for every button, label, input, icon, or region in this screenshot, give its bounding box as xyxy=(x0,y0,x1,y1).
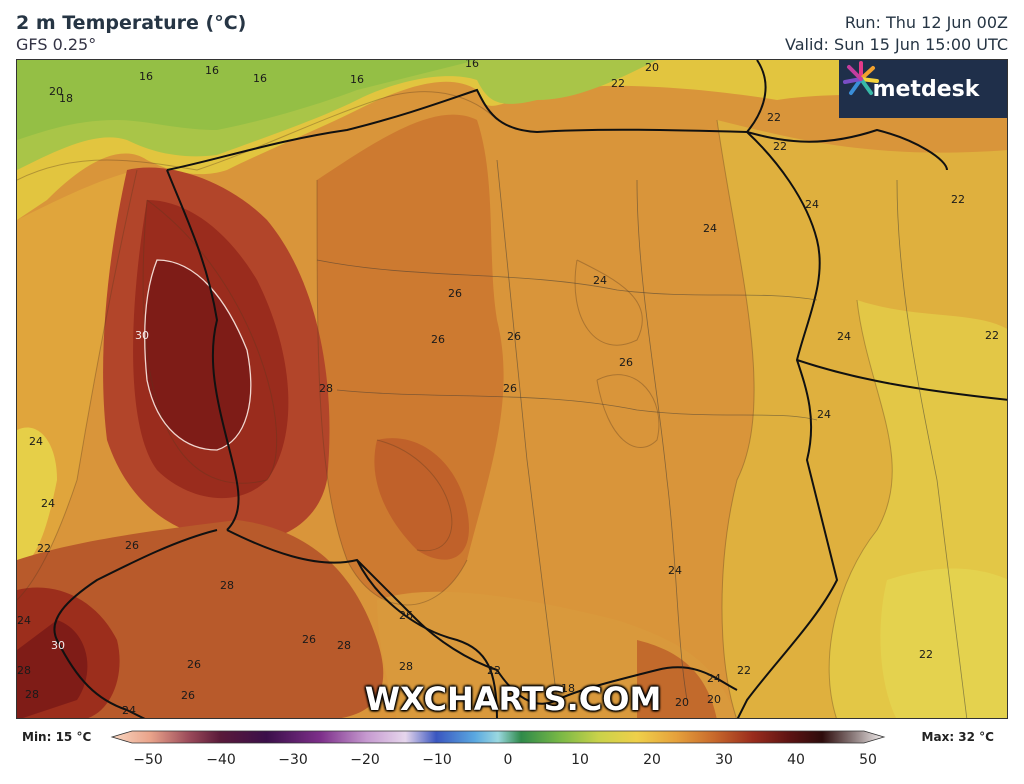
contour-label: 22 xyxy=(37,542,51,555)
legend-tick: −10 xyxy=(422,752,452,768)
contour-label: 24 xyxy=(122,704,136,717)
contour-label: 28 xyxy=(399,660,413,673)
contour-label: 24 xyxy=(668,564,682,577)
contour-label: 16 xyxy=(350,73,364,86)
contour-label: 28 xyxy=(25,688,39,701)
contour-label: 18 xyxy=(561,682,575,695)
watermark: WXCHARTS.COM xyxy=(364,680,662,718)
contour-label: 22 xyxy=(767,111,781,124)
contour-label: 24 xyxy=(29,435,43,448)
contour-label: 22 xyxy=(985,329,999,342)
contour-label: 20 xyxy=(675,696,689,709)
contour-label: 24 xyxy=(17,614,31,627)
contour-label: 26 xyxy=(125,539,139,552)
valid-time: Valid: Sun 15 Jun 15:00 UTC xyxy=(785,35,1008,54)
legend-tick: 20 xyxy=(643,752,661,768)
baltic-dark-green xyxy=(17,60,477,140)
contour-label: 22 xyxy=(611,77,625,90)
contour-label: 22 xyxy=(951,193,965,206)
contour-label: 24 xyxy=(817,408,831,421)
contour-label: 28 xyxy=(17,664,31,677)
central-hotspot xyxy=(374,438,469,560)
contour-label: 16 xyxy=(465,60,479,70)
contour-labels: 20 18 16 16 16 16 16 20 22 22 22 22 24 2… xyxy=(17,60,999,717)
southeast-hotspot xyxy=(637,640,717,718)
contour-label: 30 xyxy=(51,639,65,652)
contour-label: 26 xyxy=(448,287,462,300)
isotherm-lines xyxy=(17,91,893,718)
contour-label: 26 xyxy=(399,609,413,622)
contour-label: 20 xyxy=(707,693,721,706)
legend-tick: 40 xyxy=(787,752,805,768)
contour-label: 20 xyxy=(645,61,659,74)
contour-label: 24 xyxy=(805,198,819,211)
contour-label: 22 xyxy=(487,664,501,677)
contour-label: 24 xyxy=(707,672,721,685)
contour-label: 26 xyxy=(187,658,201,671)
contour-label: 26 xyxy=(503,382,517,395)
contour-label: 22 xyxy=(773,140,787,153)
legend-tick: −50 xyxy=(133,752,163,768)
isotherm-30 xyxy=(144,259,252,451)
west-yellow xyxy=(17,427,57,570)
contour-label: 30 xyxy=(135,329,149,342)
contour-label: 16 xyxy=(139,70,153,83)
contour-label: 22 xyxy=(919,648,933,661)
contour-label: 22 xyxy=(737,664,751,677)
legend-tick: 30 xyxy=(715,752,733,768)
metdesk-burst-icon xyxy=(843,61,879,95)
temperature-map: 20 18 16 16 16 16 16 20 22 22 22 22 24 2… xyxy=(16,59,1008,719)
contour-label: 24 xyxy=(837,330,851,343)
legend-tick: −30 xyxy=(278,752,308,768)
west-core-30 xyxy=(144,260,251,450)
logo-text: metdesk xyxy=(872,76,980,102)
contour-label: 28 xyxy=(220,579,234,592)
contour-label: 26 xyxy=(302,633,316,646)
regional-borders xyxy=(316,159,968,718)
color-legend: −50 −40 −30 −20 −10 0 10 20 30 40 50 Min… xyxy=(0,722,1024,784)
legend-tick: −40 xyxy=(206,752,236,768)
contour-label: 26 xyxy=(431,333,445,346)
chart-title: 2 m Temperature (°C) xyxy=(16,12,247,34)
max-temperature: Max: 32 °C xyxy=(921,730,994,744)
contour-label: 26 xyxy=(619,356,633,369)
contour-label: 18 xyxy=(59,92,73,105)
legend-ticks: −50 −40 −30 −20 −10 0 10 20 30 40 50 xyxy=(133,752,877,768)
contour-label: 26 xyxy=(181,689,195,702)
min-temperature: Min: 15 °C xyxy=(22,730,92,744)
legend-tick: −20 xyxy=(350,752,380,768)
legend-colorbar: −50 −40 −30 −20 −10 0 10 20 30 40 50 xyxy=(110,730,886,768)
country-borders xyxy=(53,60,1007,718)
contour-label: 26 xyxy=(507,330,521,343)
metdesk-logo: metdesk xyxy=(839,60,1007,118)
contour-label: 24 xyxy=(593,274,607,287)
contour-label: 16 xyxy=(205,64,219,77)
contour-label: 28 xyxy=(319,382,333,395)
contour-label: 28 xyxy=(337,639,351,652)
run-time: Run: Thu 12 Jun 00Z xyxy=(844,13,1008,32)
contour-label: 24 xyxy=(703,222,717,235)
model-name: GFS 0.25° xyxy=(16,35,97,54)
legend-tick: 10 xyxy=(571,752,589,768)
map-canvas: 20 18 16 16 16 16 16 20 22 22 22 22 24 2… xyxy=(17,60,1007,718)
southeast-yellow xyxy=(880,568,1007,718)
contour-label: 20 xyxy=(49,85,63,98)
legend-tick: 0 xyxy=(504,752,513,768)
contour-label: 24 xyxy=(41,497,55,510)
legend-tick: 50 xyxy=(859,752,877,768)
contour-label: 16 xyxy=(253,72,267,85)
southwest-core xyxy=(17,620,88,718)
